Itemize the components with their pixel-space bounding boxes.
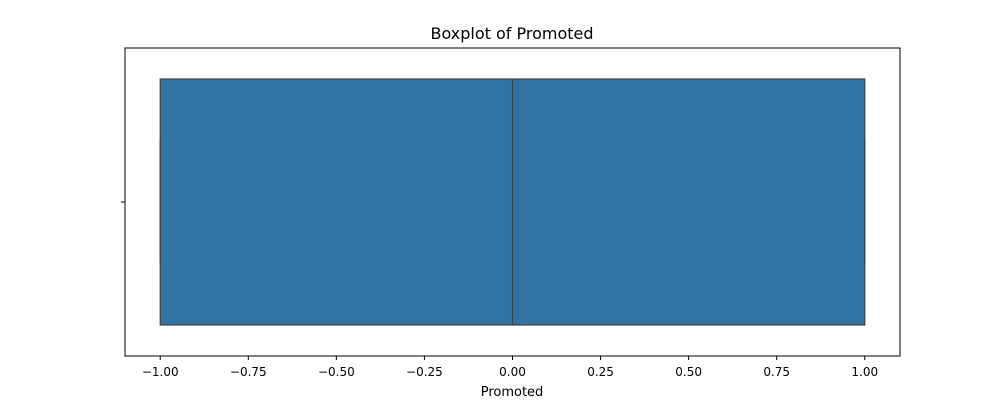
box-layer: [159, 78, 866, 326]
x-tick-label: 0.00: [499, 365, 526, 379]
x-tick-label: 0.25: [587, 365, 614, 379]
x-axis-ticks: −1.00 −0.75 −0.50 −0.25 0.00 0.25 0.50 0.75 1.00: [142, 356, 878, 379]
x-tick-label: −1.00: [142, 365, 179, 379]
x-tick-label: −0.25: [406, 365, 443, 379]
x-tick-label: 0.75: [763, 365, 790, 379]
x-axis-label: Promoted: [481, 385, 544, 400]
x-tick-label: −0.50: [318, 365, 355, 379]
x-tick-label: 0.50: [675, 365, 702, 379]
x-tick-label: −0.75: [230, 365, 267, 379]
chart-title: Boxplot of Promoted: [430, 24, 593, 43]
x-tick-label: 1.00: [851, 365, 878, 379]
